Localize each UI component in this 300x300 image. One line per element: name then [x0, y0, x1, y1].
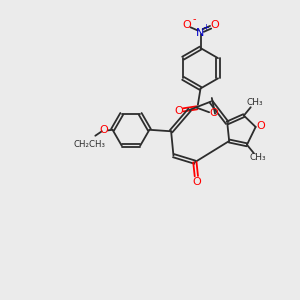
Text: O: O: [182, 20, 191, 31]
Text: O: O: [210, 20, 219, 31]
Text: O: O: [175, 106, 183, 116]
Text: O: O: [209, 108, 218, 118]
Text: O: O: [256, 121, 266, 131]
Text: -: -: [193, 14, 196, 24]
Text: N: N: [196, 28, 205, 38]
Text: CH₂CH₃: CH₂CH₃: [74, 140, 105, 148]
Text: CH₃: CH₃: [250, 153, 266, 162]
Text: O: O: [193, 176, 201, 187]
Text: +: +: [202, 23, 209, 32]
Text: CH₃: CH₃: [247, 98, 263, 107]
Text: O: O: [100, 125, 109, 135]
